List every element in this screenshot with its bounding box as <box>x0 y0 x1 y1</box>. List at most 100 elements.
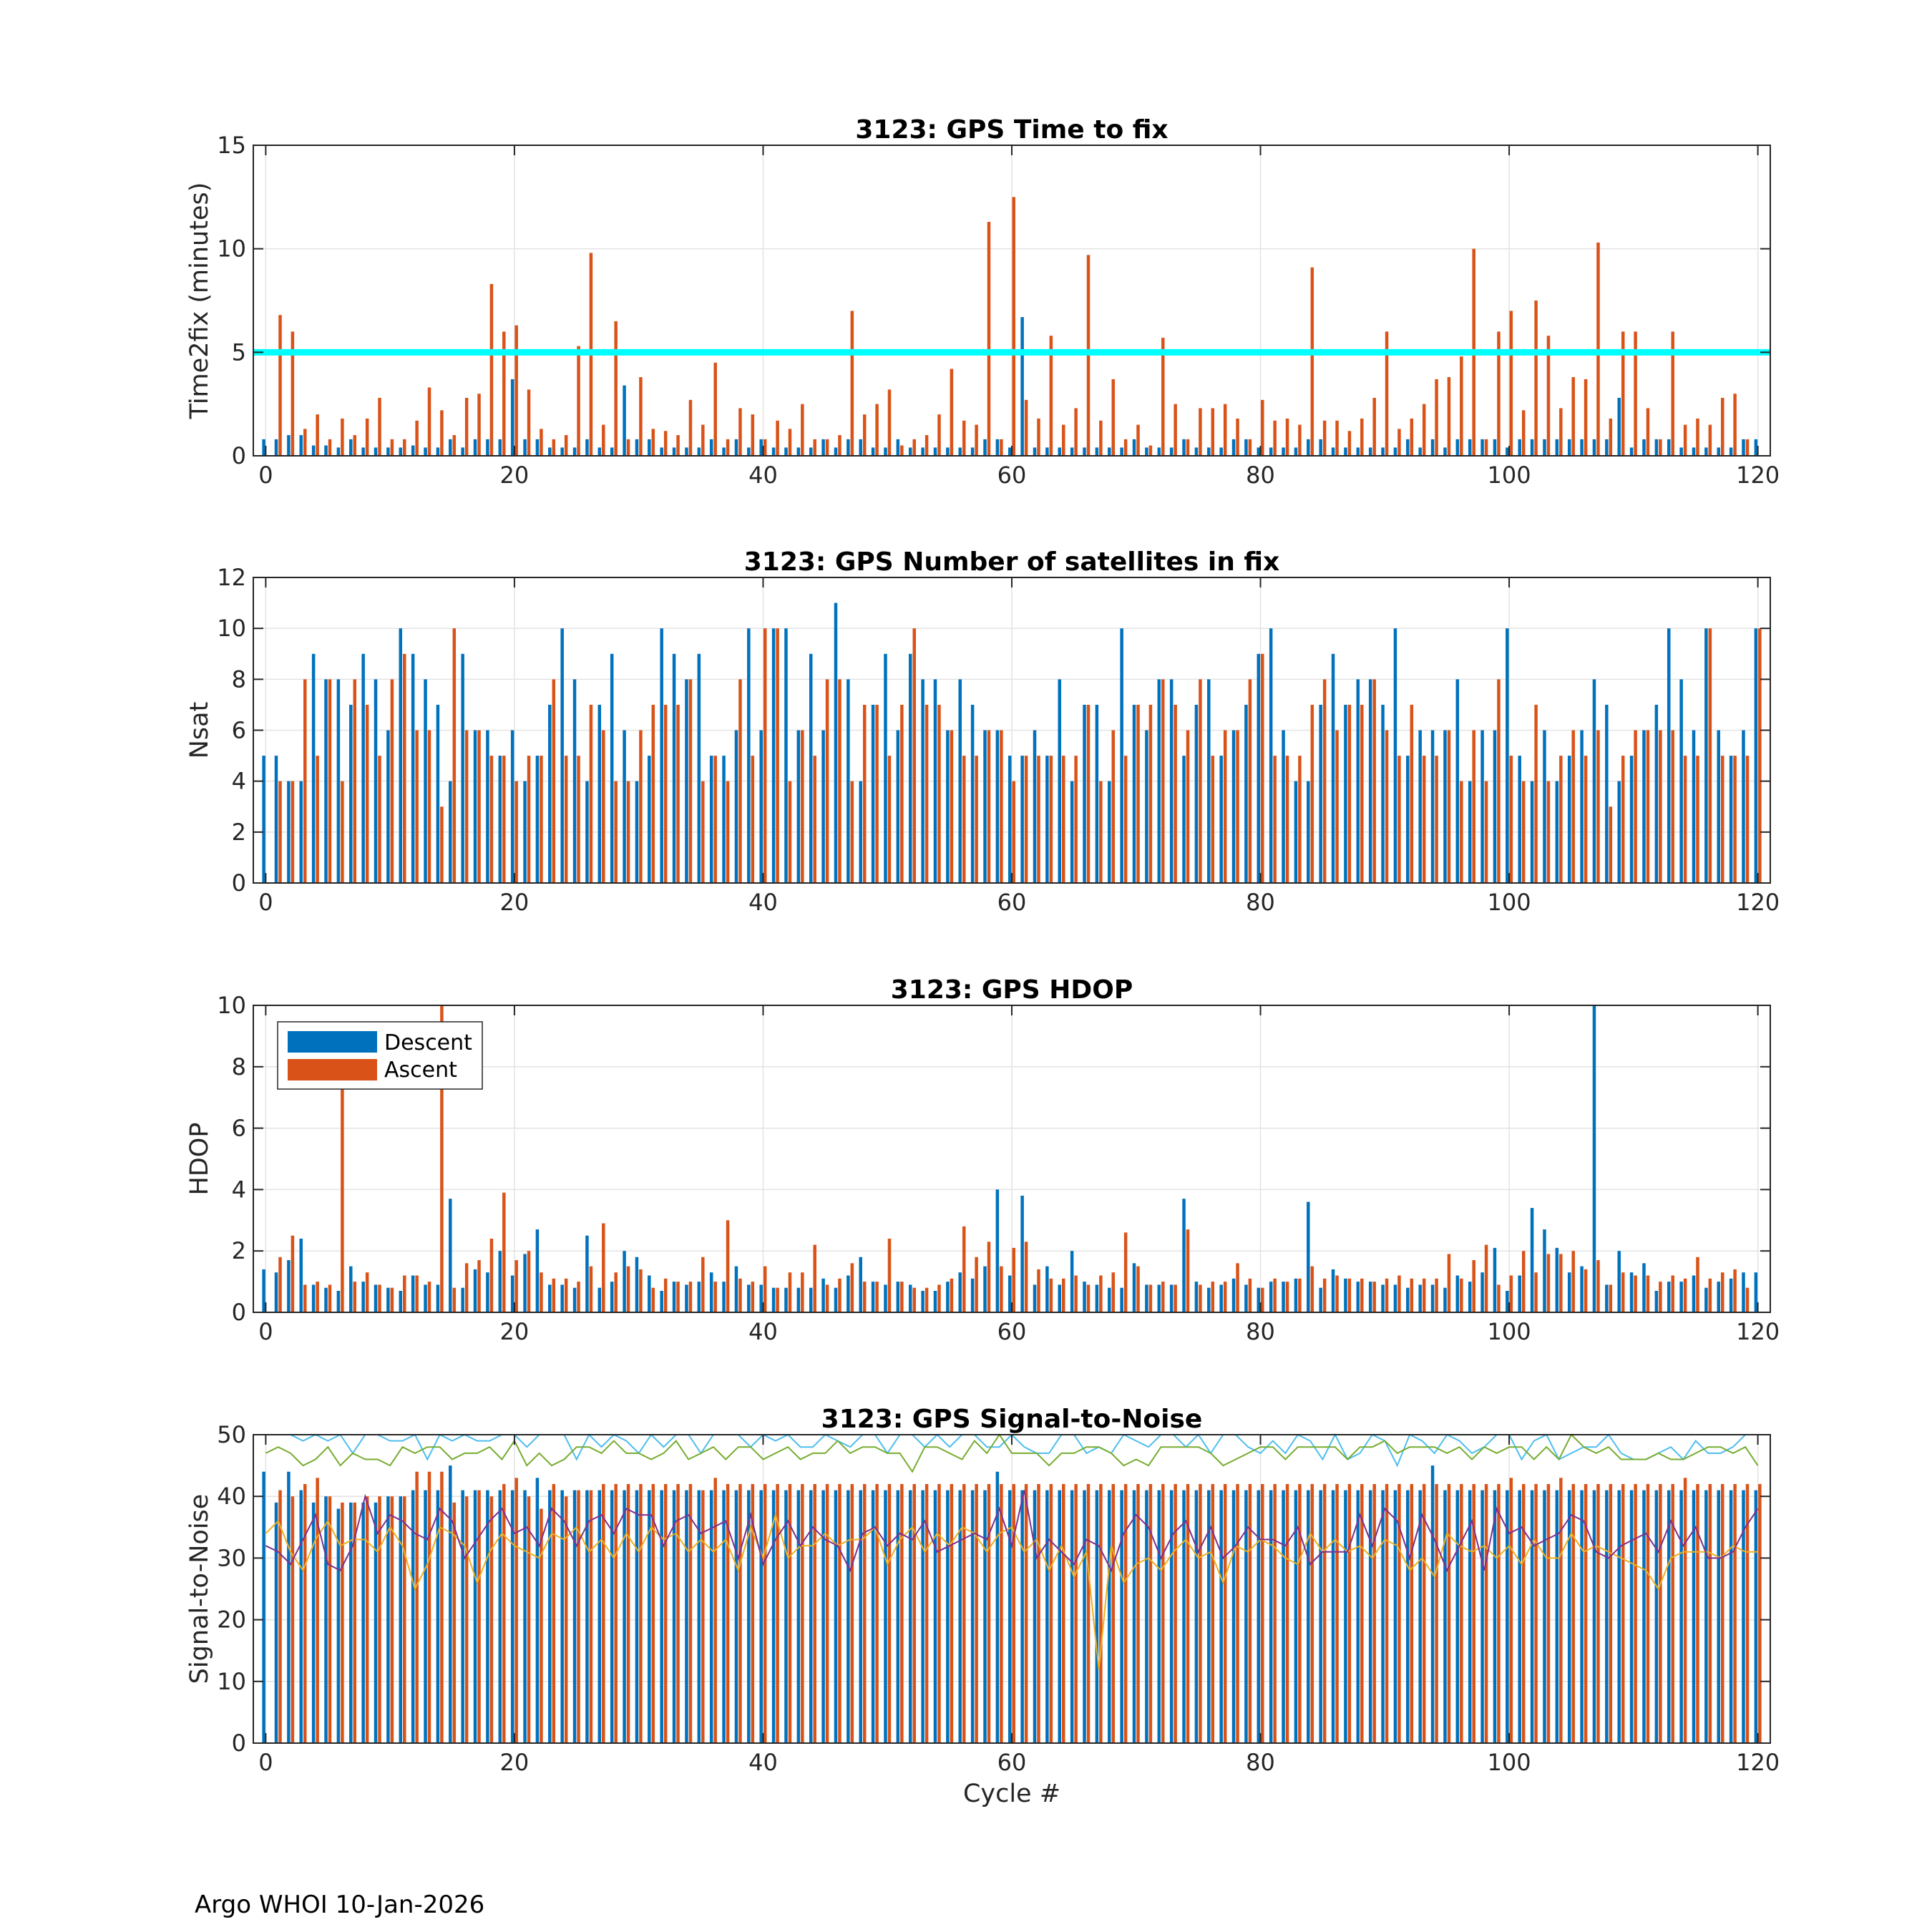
bar-descent <box>1194 704 1199 883</box>
bar-ascent <box>676 435 680 456</box>
bar-descent <box>349 704 353 883</box>
bar-descent <box>610 447 614 456</box>
bar-descent <box>1307 1201 1310 1312</box>
bar-descent <box>1307 781 1310 883</box>
bar-descent <box>1393 1490 1397 1743</box>
bar-descent <box>498 1490 502 1743</box>
bar-descent <box>1319 704 1322 883</box>
bar-descent <box>1033 447 1037 456</box>
bar-descent <box>1157 1490 1161 1743</box>
bar-descent <box>1493 1490 1497 1743</box>
bar-ascent <box>1521 1483 1526 1743</box>
bar-descent <box>274 439 278 456</box>
bar-descent <box>896 730 900 883</box>
bar-descent <box>1430 1465 1435 1743</box>
bar-ascent <box>975 1257 978 1312</box>
bar-ascent <box>1546 336 1551 456</box>
bar-ascent <box>663 1278 668 1312</box>
bar-ascent <box>489 1239 494 1312</box>
bar-ascent <box>1111 1483 1116 1743</box>
bar-descent <box>884 1284 887 1312</box>
bar-ascent <box>1596 1483 1600 1743</box>
bar-ascent <box>1161 679 1165 883</box>
bar-ascent <box>1322 1278 1327 1312</box>
bar-ascent <box>1634 1275 1637 1312</box>
bar-ascent <box>589 1266 593 1312</box>
bar-descent <box>498 756 502 883</box>
bar-ascent <box>1148 1483 1153 1743</box>
bar-ascent <box>1298 424 1302 456</box>
bar-descent <box>1282 1490 1285 1743</box>
bar-ascent <box>651 429 655 456</box>
bar-descent <box>685 679 688 883</box>
bar-ascent <box>1397 429 1401 456</box>
bar-ascent <box>1012 1247 1015 1312</box>
bar-descent <box>1070 1490 1074 1743</box>
bar-descent <box>623 1251 626 1312</box>
bar-ascent <box>564 756 568 883</box>
bar-ascent <box>1534 1272 1538 1312</box>
bar-descent <box>648 439 651 456</box>
bar-descent <box>1406 1287 1410 1312</box>
bar-ascent <box>1497 331 1501 456</box>
bar-descent <box>672 447 676 456</box>
bar-descent <box>697 447 701 456</box>
bar-ascent <box>776 1483 779 1743</box>
bar-ascent <box>1559 1254 1563 1312</box>
bar-descent <box>535 1478 540 1743</box>
bar-descent <box>796 730 801 883</box>
bar-descent <box>1654 1490 1659 1743</box>
bar-descent <box>1692 730 1696 883</box>
bar-ascent <box>1385 730 1389 883</box>
bar-descent <box>1169 1284 1174 1312</box>
bar-descent <box>1307 1490 1310 1743</box>
bar-ascent <box>577 1282 580 1312</box>
bar-ascent <box>924 1287 929 1312</box>
bar-ascent <box>291 1235 295 1312</box>
bar-descent <box>1543 439 1546 456</box>
bar-descent <box>274 756 278 883</box>
bar-descent <box>461 653 464 883</box>
bar-ascent <box>1062 1483 1065 1743</box>
bar-descent <box>374 1502 378 1743</box>
bar-ascent <box>1186 1229 1190 1312</box>
bar-descent <box>585 781 589 883</box>
bar-descent <box>908 653 912 883</box>
bar-descent <box>1729 756 1733 883</box>
bar-descent <box>1443 447 1447 456</box>
bar-ascent <box>1161 1483 1165 1743</box>
bar-descent <box>697 1282 701 1312</box>
bar-descent <box>436 447 440 456</box>
bar-descent <box>734 1490 738 1743</box>
bar-ascent <box>1410 1483 1414 1743</box>
bar-ascent <box>862 1282 867 1312</box>
series-line-3 <box>265 1512 1758 1669</box>
bar-ascent <box>1223 404 1227 456</box>
bar-descent <box>1182 756 1186 883</box>
bar-ascent <box>1696 756 1699 883</box>
bar-descent <box>946 730 950 883</box>
bar-descent <box>572 1490 577 1743</box>
y-tick-label: 10 <box>217 615 246 642</box>
bar-ascent <box>701 1490 705 1743</box>
bar-descent <box>473 1490 477 1743</box>
bar-ascent <box>489 756 494 883</box>
bar-descent <box>1331 653 1335 883</box>
bar-descent <box>958 1272 962 1312</box>
bar-ascent <box>1174 1284 1177 1312</box>
bar-ascent <box>987 730 991 883</box>
bar-ascent <box>1521 410 1526 456</box>
bar-ascent <box>1596 730 1600 883</box>
bar-descent <box>1368 1282 1372 1312</box>
bar-descent <box>299 435 303 456</box>
bar-descent <box>970 447 975 456</box>
bar-ascent <box>1447 1483 1451 1743</box>
bar-ascent <box>900 704 904 883</box>
bar-descent <box>648 756 651 883</box>
bar-ascent <box>1720 1483 1724 1743</box>
bar-ascent <box>1546 1254 1551 1312</box>
x-tick-label: 20 <box>500 462 530 489</box>
bar-ascent <box>440 410 444 456</box>
bar-ascent <box>1049 1483 1053 1743</box>
bar-descent <box>1132 439 1136 456</box>
